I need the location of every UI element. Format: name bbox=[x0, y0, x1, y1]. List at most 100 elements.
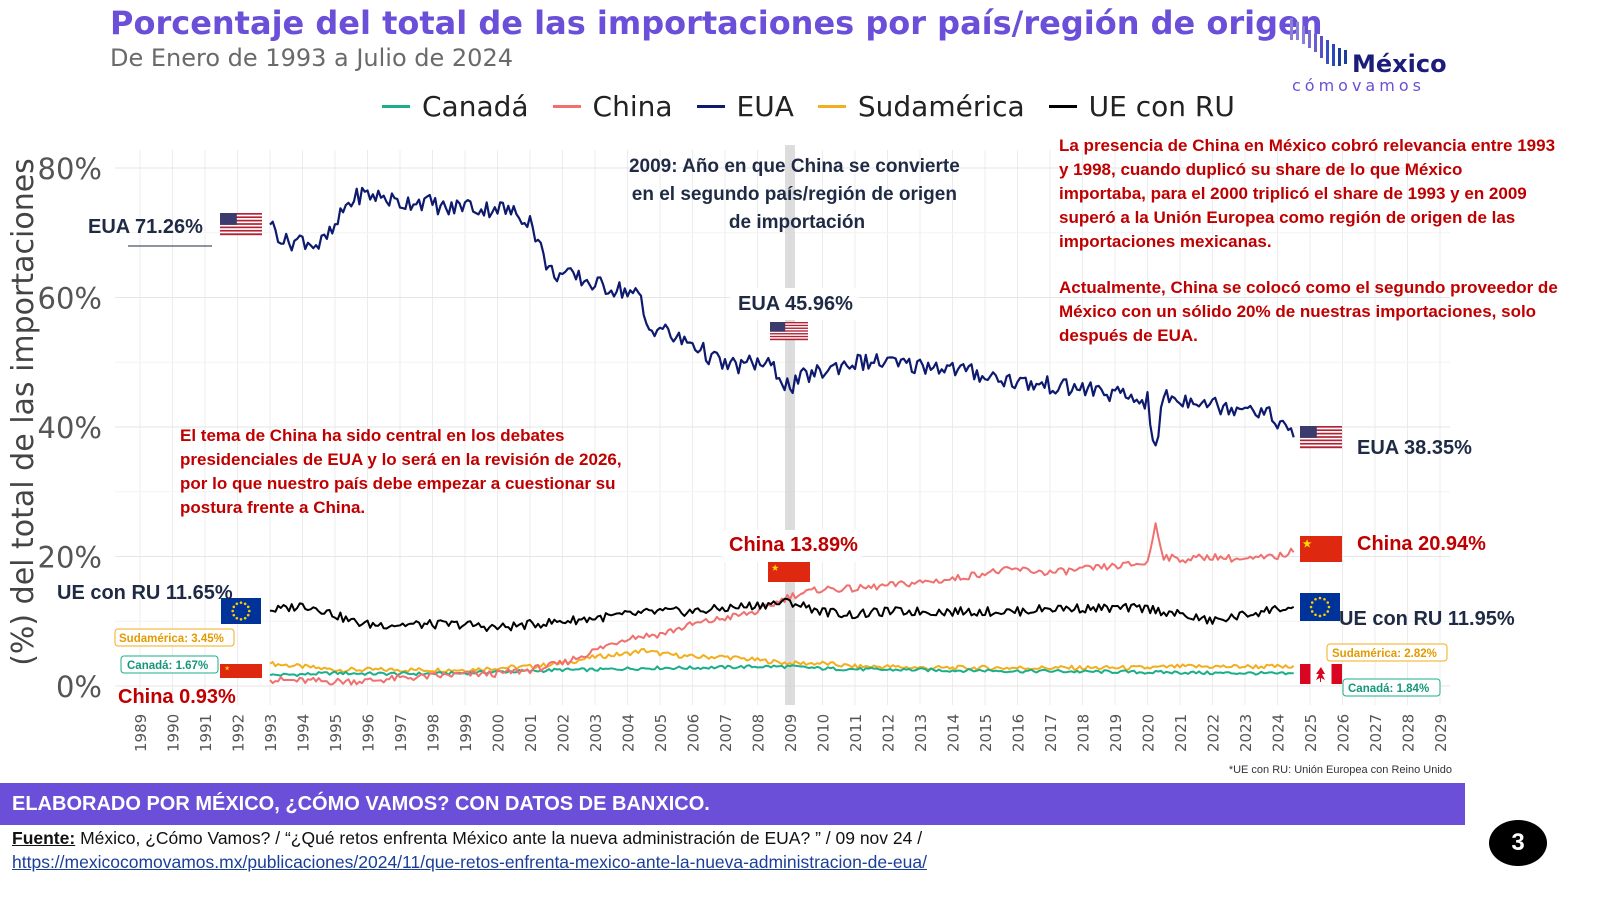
legend-item-china: China bbox=[552, 89, 673, 123]
note-2009-line3: de importación bbox=[729, 212, 865, 233]
china-flag-icon bbox=[1300, 536, 1342, 562]
label-can-end: Canadá: 1.84% bbox=[1348, 683, 1429, 695]
x-tick-label: 2001 bbox=[522, 714, 540, 752]
legend-item-ue-con-ru: UE con RU bbox=[1048, 90, 1235, 123]
label-china-end: China 20.94% bbox=[1357, 533, 1486, 555]
logo-text-line1: México bbox=[1352, 50, 1447, 78]
source-line: Fuente: México, ¿Cómo Vamos? / “¿Qué ret… bbox=[12, 828, 922, 849]
legend-swatch bbox=[817, 104, 846, 108]
x-tick-label: 1993 bbox=[262, 714, 280, 752]
label-ue-start: UE con RU 11.65% bbox=[57, 582, 233, 604]
x-tick-label: 1998 bbox=[425, 714, 443, 752]
x-tick-label: 2019 bbox=[1107, 714, 1125, 752]
x-tick-label: 2017 bbox=[1042, 714, 1060, 752]
legend-label: Canadá bbox=[422, 89, 529, 123]
x-tick-label: 2016 bbox=[1010, 714, 1028, 752]
us-flag-icon bbox=[1300, 426, 1342, 449]
x-tick-label: 2018 bbox=[1075, 714, 1093, 752]
series-line-china bbox=[269, 522, 1295, 686]
chart-subtitle: De Enero de 1993 a Julio de 2024 bbox=[110, 44, 513, 72]
china-flag-icon bbox=[768, 562, 810, 582]
x-tick-label: 1997 bbox=[392, 714, 410, 752]
logo-text-line2: cómovamos bbox=[1292, 76, 1425, 95]
x-tick-label: 2024 bbox=[1270, 714, 1288, 752]
x-tick-label: 2029 bbox=[1432, 714, 1450, 752]
label-eua-2009: EUA 45.96% bbox=[738, 293, 853, 315]
label-can-start: Canadá: 1.67% bbox=[127, 660, 208, 672]
label-eua-end: EUA 38.35% bbox=[1357, 437, 1472, 459]
eu-flag-icon bbox=[221, 598, 261, 624]
label-can-start-box bbox=[120, 655, 219, 674]
label-sud-start-box bbox=[114, 628, 235, 647]
year-2009-highlight bbox=[785, 145, 795, 705]
x-tick-label: 1992 bbox=[230, 714, 248, 752]
series-line-sudam-rica bbox=[269, 647, 1295, 674]
label-ue-end: UE con RU 11.95% bbox=[1339, 608, 1515, 630]
y-tick-label: 0% bbox=[56, 670, 102, 704]
legend-label: China bbox=[592, 89, 673, 123]
label-can-end-box bbox=[1342, 678, 1441, 697]
x-tick-label: 2007 bbox=[717, 714, 735, 752]
x-tick-label: 1995 bbox=[327, 714, 345, 752]
series-layer bbox=[269, 186, 1295, 686]
x-axis-ticks: 1989 1990 1991 1992 1993 1994 1995 1996 1997 1998… bbox=[132, 714, 1450, 752]
y-axis-label: (%) del total de las importaciones bbox=[6, 158, 41, 666]
note-left: El tema de China ha sido central en los … bbox=[180, 426, 626, 517]
note-2009-line2: en el segundo país/región de origen bbox=[632, 184, 957, 205]
canada-flag-icon bbox=[1300, 664, 1342, 684]
label-sud-end: Sudamérica: 2.82% bbox=[1332, 648, 1437, 660]
y-tick-label: 40% bbox=[38, 411, 102, 445]
x-tick-label: 2014 bbox=[945, 714, 963, 752]
note-right-1: La presencia de China en México cobró re… bbox=[1059, 136, 1560, 251]
x-tick-label: 2015 bbox=[977, 714, 995, 752]
x-tick-label: 2009 bbox=[782, 714, 800, 752]
y-tick-label: 60% bbox=[38, 282, 102, 316]
legend-item-sudamerica: Sudamérica bbox=[817, 89, 1025, 123]
source-label: Fuente: bbox=[12, 828, 76, 848]
footer-banner-text: ELABORADO POR MÉXICO, ¿CÓMO VAMOS? CON D… bbox=[12, 793, 710, 815]
x-tick-label: 2003 bbox=[587, 714, 605, 752]
series-line-eua bbox=[269, 186, 1295, 447]
legend-item-canada: Canadá bbox=[382, 90, 529, 123]
y-tick-label: 80% bbox=[38, 152, 102, 186]
x-tick-label: 2012 bbox=[880, 714, 898, 752]
legend-swatch bbox=[1048, 104, 1077, 108]
x-tick-label: 2006 bbox=[685, 714, 703, 752]
china-flag-icon bbox=[220, 664, 262, 678]
label-china-2009-bg bbox=[722, 530, 862, 562]
note-2009-line1: 2009: Año en que China se convierte bbox=[629, 156, 960, 177]
legend-swatch bbox=[552, 104, 581, 108]
x-tick-label: 2023 bbox=[1237, 714, 1255, 752]
legend-label: Sudamérica bbox=[857, 89, 1025, 123]
x-tick-label: 2028 bbox=[1400, 714, 1418, 752]
bars-logo-icon bbox=[1290, 18, 1347, 66]
source-url-link[interactable]: https://mexicocomovamos.mx/publicaciones… bbox=[12, 852, 927, 872]
page-number-badge: 3 bbox=[1489, 820, 1547, 866]
label-sud-start: Sudamérica: 3.45% bbox=[119, 633, 224, 645]
flags-layer bbox=[220, 213, 1342, 684]
x-tick-label: 1991 bbox=[197, 714, 215, 752]
eu-flag-icon bbox=[1300, 593, 1340, 621]
series-line-canad- bbox=[269, 664, 1294, 677]
x-tick-label: 1996 bbox=[360, 714, 378, 752]
us-flag-icon bbox=[220, 213, 262, 236]
label-sud-end-box bbox=[1326, 643, 1448, 662]
x-tick-label: 2021 bbox=[1172, 714, 1190, 752]
x-tick-label: 2000 bbox=[490, 714, 508, 752]
x-tick-label: 2011 bbox=[847, 714, 865, 752]
x-tick-label: 1989 bbox=[132, 714, 150, 752]
note-right-2: Actualmente, China se colocó como el seg… bbox=[1059, 278, 1563, 345]
footnote: *UE con RU: Unión Europea con Reino Unid… bbox=[1229, 764, 1452, 776]
x-tick-label: 2004 bbox=[620, 714, 638, 752]
x-tick-label: 1999 bbox=[457, 714, 475, 752]
mexico-como-vamos-logo: México cómovamos bbox=[1290, 18, 1447, 95]
label-eua-start: EUA 71.26% bbox=[88, 216, 203, 238]
x-tick-label: 2005 bbox=[652, 714, 670, 752]
line-chart: 0%20%40%60%80% 1989 1990 1991 1992 1993 1994 1… bbox=[6, 136, 1563, 776]
note-2009: 2009: Año en que China se convierte en e… bbox=[629, 156, 965, 233]
source-text: México, ¿Cómo Vamos? / “¿Qué retos enfre… bbox=[75, 828, 923, 848]
x-tick-label: 2020 bbox=[1140, 714, 1158, 752]
y-tick-label: 20% bbox=[38, 541, 102, 575]
legend-label: EUA bbox=[736, 89, 794, 123]
y-axis-ticks: 0% 20% 40% 60% 80% bbox=[38, 152, 102, 704]
